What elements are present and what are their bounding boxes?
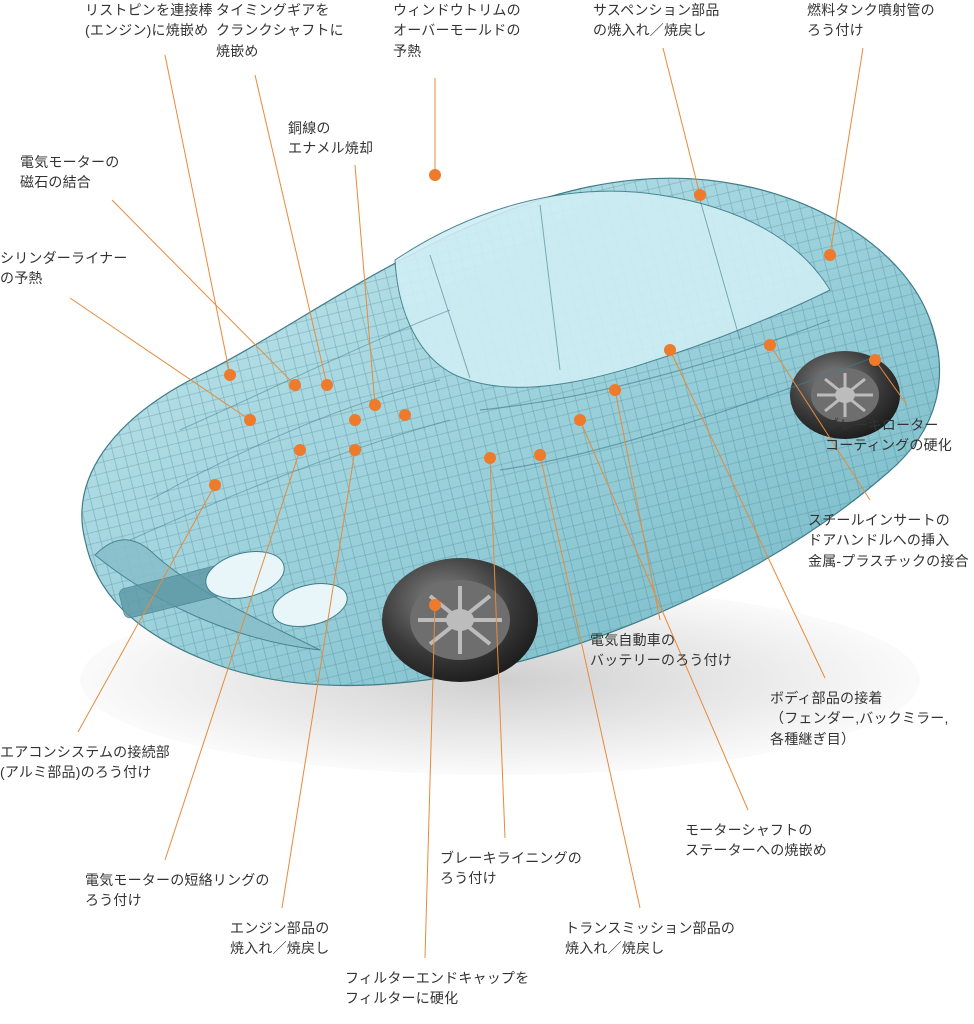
callout-label-brake-rotor: ブレーキローター コーティングの硬化 — [825, 415, 952, 456]
callout-label-ev-battery: 電気自動車の バッテリーのろう付け — [590, 630, 732, 671]
callout-label-transmission: トランスミッション部品の 焼入れ／焼戻し — [565, 918, 735, 959]
callout-label-fuel-tank: 燃料タンク噴射管の ろう付け — [807, 0, 935, 41]
callout-label-brake-lining: ブレーキライニングの ろう付け — [440, 848, 582, 889]
callout-label-body-bonding: ボディ部品の接着 （フェンダー,バックミラー, 各種継ぎ目） — [770, 688, 949, 749]
callout-label-suspension: サスペンション部品 の焼入れ／焼戻し — [593, 0, 720, 41]
callout-label-engine-hardening: エンジン部品の 焼入れ／焼戻し — [230, 918, 329, 959]
diagram-canvas: リストピンを連接棒 (エンジン)に焼嵌めタイミングギアを クランクシャフトに 焼… — [0, 0, 974, 1024]
callout-label-emotor-ring: 電気モーターの短絡リングの ろう付け — [85, 870, 270, 911]
callout-label-steel-insert: スチールインサートの ドアハンドルへの挿入 金属-プラスチックの接合 — [808, 510, 969, 571]
callout-label-filter-endcap: フィルターエンドキャップを フィルターに硬化 — [345, 968, 529, 1009]
callout-label-window-trim: ウィンドウトリムの オーバーモールドの 予熱 — [393, 0, 521, 61]
callout-label-wrist-pin: リストピンを連接棒 (エンジン)に焼嵌め — [85, 0, 213, 41]
callout-label-timing-gear: タイミングギアを クランクシャフトに 焼嵌め — [216, 0, 344, 61]
callout-label-cylinder-liner: シリンダーライナー の予熱 — [0, 248, 128, 289]
callout-label-aircon-brazing: エアコンシステムの接続部 (アルミ部品)のろう付け — [0, 742, 170, 783]
callout-label-emotor-magnet: 電気モーターの 磁石の結合 — [20, 152, 119, 193]
callout-label-copper-enamel: 銅線の エナメル焼却 — [288, 118, 373, 159]
callout-label-motor-shaft: モーターシャフトの ステーターへの焼嵌め — [685, 820, 827, 861]
